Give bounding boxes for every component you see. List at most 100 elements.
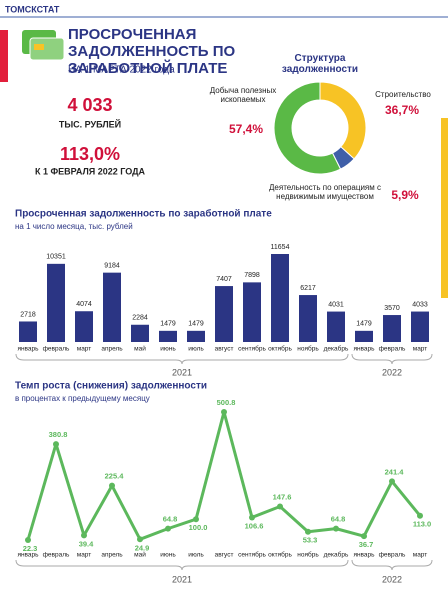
agency: ТОМСКСТАТ [5,4,60,14]
chart-title: Просроченная задолженность по заработной… [15,208,272,220]
value-label: 64.8 [331,515,346,524]
x-tick-label: декабрь [324,345,349,353]
pie-slice [273,81,342,175]
x-tick-label: январь [17,552,39,559]
bar [299,295,317,342]
value-label: 4031 [328,301,344,308]
bar [215,286,233,342]
red-accent [0,30,8,82]
value-label: 24.9 [135,543,150,552]
year-brace [351,559,433,571]
point [249,514,255,521]
year-label: 2021 [172,367,192,377]
value-label: 241.4 [385,467,405,476]
x-tick-label: июнь [160,346,176,353]
value-label: 1479 [160,321,176,328]
value-label: 106.6 [245,521,264,530]
x-tick-label: февраль [43,552,70,559]
point [137,536,143,543]
value-label: 53.3 [303,536,318,545]
value-label: 7407 [216,276,232,283]
x-tick-label: май [134,345,146,353]
value-label: 4074 [76,301,92,308]
bar [383,315,401,342]
x-tick-label: октябрь [268,345,292,353]
x-tick-label: ноябрь [297,551,319,559]
x-tick-label: март [77,346,92,353]
value-label: 500.8 [217,398,236,407]
value-label: 9184 [104,262,120,269]
x-tick-label: январь [353,346,375,353]
year-brace [351,353,433,365]
bar [131,324,149,342]
point [389,478,395,485]
bar [187,330,205,342]
value-label: 3570 [384,305,400,312]
bar [411,311,429,342]
x-tick-label: февраль [379,346,406,353]
x-tick-label: ноябрь [297,345,319,353]
value-label: 1479 [356,321,372,328]
value-label: 1479 [188,321,204,328]
point [53,441,59,448]
year-brace [15,559,349,571]
x-tick-label: апрель [101,346,123,353]
pie-slice [319,81,367,160]
value-label: 147.6 [273,492,292,501]
x-tick-label: июль [188,552,204,559]
value-label: 2284 [132,315,148,322]
x-tick-label: июль [188,346,204,353]
chart-subtitle: в процентах к предыдущему месяцу [15,394,150,403]
point [165,525,171,532]
bar [19,321,37,342]
pie-label: Деятельность по операциям с недвижимым и… [269,183,381,201]
pie-label: Добыча полезных ископаемых [209,86,277,104]
value-label: 36.7 [359,540,374,549]
x-tick-label: август [215,552,234,559]
value-label: 22.3 [23,544,38,553]
x-tick-label: сентябрь [238,345,266,353]
chart-title: Структура задолженности [281,53,359,75]
value-label: 6217 [300,285,316,292]
x-tick-label: февраль [379,552,406,559]
x-tick-label: декабрь [324,551,349,559]
value-label: 4033 [412,301,428,308]
value-label: 7898 [244,272,260,279]
year-label: 2022 [382,367,402,377]
point [81,532,87,539]
value-label: 380.8 [49,430,68,439]
x-tick-label: март [413,346,428,353]
year-label: 2021 [172,574,192,584]
point [305,528,311,535]
bar [75,311,93,342]
x-tick-label: январь [353,552,375,559]
value-label: 225.4 [105,472,125,481]
value-label: 39.4 [79,539,94,548]
pie-slice [331,146,355,170]
pie-value: 5,9% [391,188,419,202]
x-tick-label: май [134,551,146,559]
point [361,533,367,540]
title: ПРОСРОЧЕННАЯ ЗАДОЛЖЕННОСТЬ ПО ЗАРАБОТНОЙ… [68,26,236,77]
pie-label: Строительство [375,90,431,99]
point [417,512,423,519]
x-tick-label: июнь [160,552,176,559]
point [109,482,115,489]
chart-subtitle: на 1 число месяца, тыс. рублей [15,222,133,231]
x-tick-label: февраль [43,346,70,353]
x-tick-label: август [215,346,234,353]
icon [22,30,65,61]
x-tick-label: апрель [101,552,123,559]
value-label: 10351 [46,254,66,261]
x-tick-label: март [77,552,92,559]
value-label: 11654 [271,244,290,251]
bar [355,330,373,342]
x-tick-label: октябрь [268,551,292,559]
x-tick-label: сентябрь [238,551,266,559]
point [333,525,339,532]
x-tick-label: январь [17,346,39,353]
pie-value: 57,4% [228,122,264,136]
point [193,516,199,523]
